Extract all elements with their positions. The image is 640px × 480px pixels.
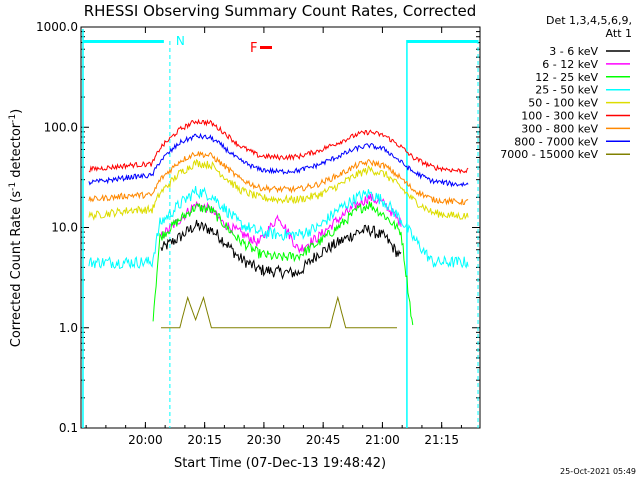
chart-title: RHESSI Observing Summary Count Rates, Co… [84, 2, 477, 20]
series-line-7000-15000-kev [161, 295, 397, 329]
legend-header-2: Att 1 [606, 27, 632, 40]
legend-label: 100 - 300 keV [521, 110, 598, 123]
y-axis-ticks: 1000.0 100.0 10.0 1.0 0.1 [36, 20, 480, 435]
x-tick-label: 20:30 [247, 433, 282, 447]
y-tick-label: 1000.0 [36, 20, 78, 34]
legend-label: 300 - 800 keV [521, 122, 598, 135]
legend-label: 50 - 100 keV [528, 97, 598, 110]
legend-label: 12 - 25 keV [535, 71, 598, 84]
legend-header-1: Det 1,3,4,5,6,9, [546, 14, 632, 27]
series-line-25-50-kev [88, 186, 469, 270]
x-axis-ticks: 20:00 20:15 20:30 20:45 21:00 21:15 [85, 27, 462, 447]
x-tick-label: 21:15 [424, 433, 459, 447]
x-tick-label: 20:15 [187, 433, 222, 447]
night2-bar [406, 40, 479, 43]
series-line-800-7000-kev [88, 132, 469, 188]
timestamp: 25-Oct-2021 05:49 [560, 467, 636, 476]
y-tick-label: 100.0 [44, 120, 78, 134]
legend-label: 7000 - 15000 keV [500, 148, 598, 161]
x-tick-label: 21:00 [365, 433, 400, 447]
night-bar [82, 40, 164, 43]
legend-label: 800 - 7000 keV [514, 135, 598, 148]
series-line-100-300-kev [88, 118, 469, 175]
flare-flag-label: F [250, 41, 257, 56]
y-axis-label: Corrected Count Rate (s-1 detector-1) [8, 109, 24, 347]
plot-frame [80, 26, 481, 429]
x-tick-label: 20:00 [128, 433, 163, 447]
legend-label: 25 - 50 keV [535, 84, 598, 97]
night-markers: N [82, 29, 479, 428]
night-flag-label: N [176, 34, 185, 48]
flare-flag-bar [260, 46, 272, 49]
series-line-3-6-kev [160, 219, 402, 280]
y-tick-label: 0.1 [59, 421, 78, 435]
y-tick-label: 1.0 [59, 321, 78, 335]
series-group [88, 118, 469, 329]
series-line-12-25-kev [152, 201, 414, 326]
y-tick-label: 10.0 [51, 221, 78, 235]
legend-label: 6 - 12 keV [542, 58, 598, 71]
x-axis-label: Start Time (07-Dec-13 19:48:42) [174, 456, 386, 471]
series-line-50-100-kev [88, 158, 469, 221]
legend-label: 3 - 6 keV [549, 45, 598, 58]
series-line-300-800-kev [88, 150, 469, 206]
x-tick-label: 20:45 [306, 433, 341, 447]
